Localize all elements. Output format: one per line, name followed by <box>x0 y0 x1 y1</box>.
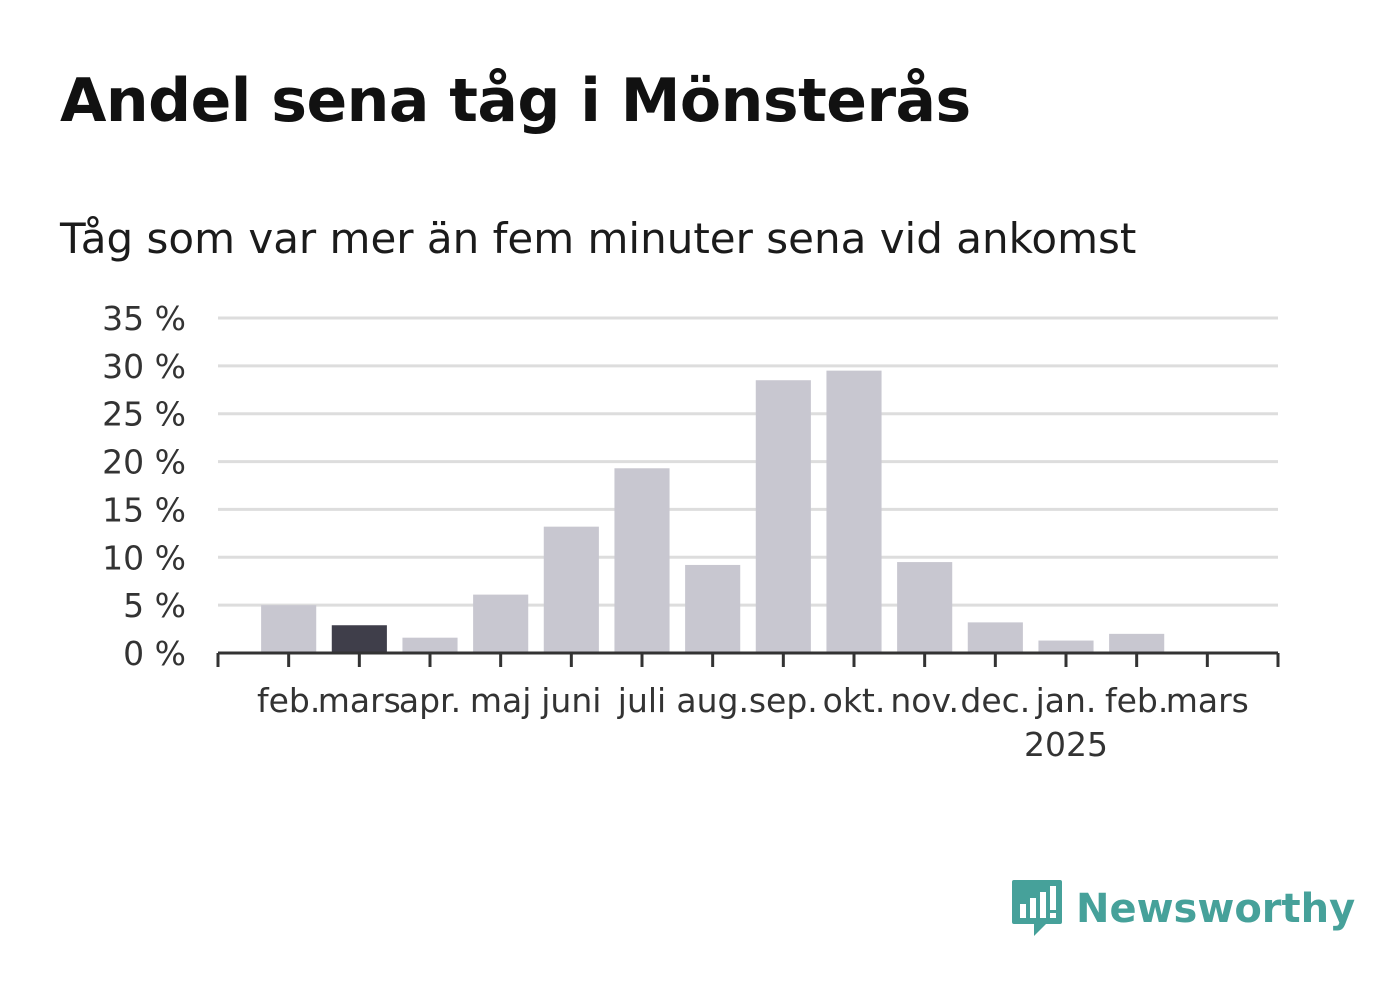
y-tick-label: 15 % <box>102 490 186 529</box>
x-tick-label: nov. <box>890 681 959 720</box>
x-tick-label: feb. <box>1105 681 1168 720</box>
bar <box>331 625 387 653</box>
x-year-label: 2025 <box>1024 725 1108 764</box>
x-tick-label: aug. <box>676 681 749 720</box>
y-tick-label: 35 % <box>102 299 186 338</box>
x-tick-label: mars <box>318 681 401 720</box>
chart-subtitle: Tåg som var mer än fem minuter sena vid … <box>60 214 1137 263</box>
bar <box>402 637 458 653</box>
brand-name: Newsworthy <box>1076 886 1356 932</box>
bar <box>473 594 529 653</box>
bar-chart: 0 %5 %10 %15 %20 %25 %30 %35 % feb.marsa… <box>102 299 1280 764</box>
x-tick-label: dec. <box>960 681 1030 720</box>
bar <box>685 564 741 653</box>
bar <box>614 468 670 653</box>
y-tick-label: 5 % <box>123 586 186 625</box>
brand-logo: Newsworthy <box>1010 878 1355 940</box>
y-tick-label: 25 % <box>102 395 186 434</box>
y-tick-labels: 0 % 5 % 10 % 15 % 20 % 25 % 30 % 35 % <box>102 299 186 673</box>
y-tick-label: 20 % <box>102 443 186 482</box>
bars <box>261 370 1165 653</box>
x-tick-label: jan. <box>1035 681 1097 720</box>
chart-title: Andel sena tåg i Mönsterås <box>60 66 971 136</box>
x-tick-label: juni <box>540 681 601 720</box>
x-tick-label: juli <box>617 681 666 720</box>
x-tick-label: apr. <box>399 681 461 720</box>
newsworthy-logo-icon <box>1012 880 1062 936</box>
grid-lines <box>218 316 1278 607</box>
y-tick-label: 0 % <box>123 634 186 673</box>
bar <box>897 562 953 653</box>
y-tick-label: 10 % <box>102 538 186 577</box>
bar <box>826 370 882 653</box>
bar <box>967 622 1023 653</box>
x-tick-label: sep. <box>749 681 818 720</box>
x-tick-label: okt. <box>823 681 886 720</box>
x-tick-label: mars <box>1166 681 1249 720</box>
bar <box>1109 633 1165 653</box>
x-tick-label: feb. <box>257 681 320 720</box>
x-tick-label: maj <box>470 681 532 720</box>
bar <box>1038 640 1094 653</box>
bar <box>261 605 317 653</box>
bar <box>755 380 811 653</box>
y-tick-label: 30 % <box>102 347 186 386</box>
bar <box>543 526 599 653</box>
x-axis <box>216 651 1280 667</box>
